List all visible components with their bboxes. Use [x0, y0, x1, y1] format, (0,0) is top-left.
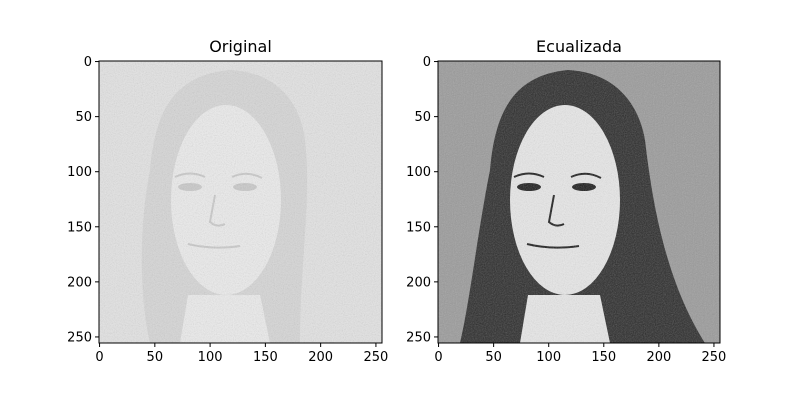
y-tick-label: 0 — [84, 55, 92, 70]
x-tick-label: 100 — [198, 350, 223, 365]
x-tick-label: 200 — [646, 350, 671, 365]
photo-original — [99, 61, 382, 343]
panel-equalized: Ecualizada 0 50 100 150 200 250 0 50 100 150 200 2… — [406, 37, 726, 365]
y-axis: 0 50 100 150 200 250 — [67, 55, 99, 345]
y-tick-label: 250 — [406, 330, 431, 345]
x-tick-label: 0 — [95, 350, 103, 365]
x-axis: 0 50 100 150 200 250 — [434, 343, 726, 365]
x-tick-label: 50 — [147, 350, 164, 365]
panel-title: Ecualizada — [536, 37, 622, 56]
y-tick-label: 100 — [67, 165, 92, 180]
y-tick-label: 100 — [406, 165, 431, 180]
x-tick-label: 50 — [485, 350, 502, 365]
panel-title: Original — [209, 37, 272, 56]
x-tick-label: 150 — [591, 350, 616, 365]
x-tick-label: 0 — [434, 350, 442, 365]
x-tick-label: 200 — [308, 350, 333, 365]
y-tick-label: 250 — [67, 330, 92, 345]
x-tick-label: 150 — [253, 350, 278, 365]
y-tick-label: 150 — [406, 220, 431, 235]
y-axis: 0 50 100 150 200 250 — [406, 55, 438, 345]
y-tick-label: 200 — [67, 275, 92, 290]
x-tick-label: 250 — [364, 350, 389, 365]
y-tick-label: 150 — [67, 220, 92, 235]
x-tick-label: 250 — [702, 350, 727, 365]
x-axis: 0 50 100 150 200 250 — [95, 343, 388, 365]
y-tick-label: 50 — [75, 110, 92, 125]
photo-grain — [99, 61, 382, 343]
y-tick-label: 0 — [423, 55, 431, 70]
photo-equalized — [438, 61, 720, 343]
panel-original: Original 0 50 100 150 200 250 0 50 100 150 200 250 — [67, 37, 388, 365]
y-tick-label: 50 — [414, 110, 431, 125]
x-tick-label: 100 — [536, 350, 561, 365]
photo-grain — [438, 61, 720, 343]
y-tick-label: 200 — [406, 275, 431, 290]
